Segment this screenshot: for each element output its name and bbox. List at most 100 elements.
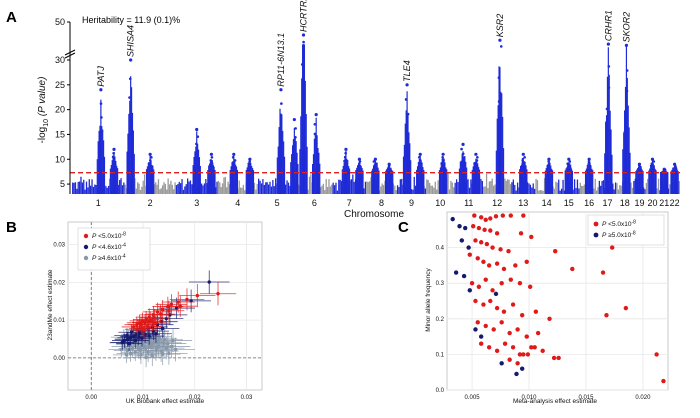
gene-label: RP11-6N13.1 [276, 33, 286, 87]
peak-point [99, 143, 102, 147]
chromosome-label: 8 [379, 198, 384, 208]
legend-marker [593, 232, 599, 238]
data-point [142, 328, 146, 332]
data-point [157, 336, 162, 340]
data-point [145, 324, 150, 329]
peak-point [100, 129, 104, 133]
peak-point [375, 162, 378, 166]
peak-point [566, 162, 569, 166]
peak-point [358, 162, 361, 166]
manhattan-y-ticks: 5 10 15 20 25 30 50 [55, 17, 76, 194]
panel-b-letter: B [6, 219, 17, 236]
peak-point [442, 165, 445, 168]
peak-point [99, 102, 103, 105]
legend-box [77, 227, 151, 271]
peak-point [196, 135, 200, 138]
y-tick-label: 10 [55, 154, 65, 164]
chromosome-label: 16 [584, 198, 594, 208]
panel-c-y-title: Minor allele frequency [425, 267, 432, 331]
peak-point [587, 160, 591, 163]
legend-marker [593, 221, 599, 227]
peak-point [300, 63, 304, 66]
peak-top-point [547, 157, 551, 161]
peak-point [147, 162, 151, 165]
data-point [519, 313, 525, 318]
peak-point [112, 151, 115, 155]
data-point [524, 259, 529, 265]
peak-top-point [301, 33, 306, 37]
data-point [144, 355, 148, 360]
data-point [493, 214, 499, 219]
y-tick-label: 0.2 [436, 317, 445, 323]
data-point [490, 245, 495, 250]
chromosome-label: 1 [96, 198, 101, 208]
legend-label: P <5.0x10-8 [602, 220, 636, 229]
peak-top-point [279, 88, 283, 92]
data-point [478, 240, 484, 245]
peak-top-point [587, 157, 591, 161]
data-point [125, 333, 129, 338]
peak-point [247, 164, 251, 168]
data-point [499, 281, 504, 286]
gene-labels: PATJ SHISA4 RP11-6N13.1 HCRTR2 TLE4 KSR2 CRHR1… [96, 0, 632, 87]
peak-point [567, 169, 571, 172]
data-point [483, 277, 488, 282]
data-point [499, 320, 504, 325]
peak-point [440, 168, 443, 171]
data-point [475, 320, 480, 325]
peak-point [209, 159, 213, 162]
data-point [459, 238, 465, 243]
data-point [472, 213, 477, 218]
peak-point [440, 162, 443, 165]
peak-point [547, 166, 551, 170]
data-point [490, 288, 495, 293]
peak-top-point [418, 152, 422, 156]
data-point [519, 366, 525, 371]
data-point [471, 224, 476, 229]
peak-point [497, 76, 501, 80]
data-point [467, 288, 472, 293]
peak-point [476, 156, 479, 159]
data-point [661, 378, 666, 384]
peak-point [499, 147, 503, 151]
peak-top-point [292, 117, 296, 122]
peak-point [302, 40, 305, 44]
peak-point [210, 162, 214, 165]
data-point [540, 348, 545, 354]
peak-point [128, 96, 131, 99]
peak-point [586, 171, 590, 174]
data-point [174, 306, 179, 310]
chromosome-label: 10 [435, 198, 445, 208]
data-point [508, 213, 513, 218]
data-point [529, 234, 534, 240]
x-tick-label: 0.015 [578, 395, 594, 401]
chromosome-label: 22 [670, 198, 680, 208]
peak-point [587, 162, 591, 166]
y-tick-label: 0.3 [436, 281, 445, 287]
peak-top-point [606, 42, 610, 46]
data-point [553, 248, 558, 254]
peak-point [475, 159, 479, 162]
gene-label: TLE4 [402, 60, 412, 82]
legend-label: P ≥4.6x10-4 [92, 254, 126, 263]
peak-point [148, 159, 152, 162]
y-tick-label: 50 [55, 17, 65, 27]
data-point [473, 298, 478, 304]
peak-point [111, 167, 115, 171]
chromosome-label: 4 [235, 198, 240, 208]
data-point [494, 261, 500, 266]
peak-point [279, 143, 282, 147]
peak-point [301, 144, 305, 147]
chromosome-label: 17 [602, 198, 612, 208]
data-point [152, 316, 157, 320]
chromosome-label: 19 [634, 198, 644, 208]
legend-marker [83, 233, 89, 239]
x-tick-label: 0.01 [137, 395, 149, 401]
panel-a-letter: A [6, 9, 17, 26]
peak-point [343, 159, 346, 163]
peak-point [231, 156, 235, 159]
data-point [469, 281, 475, 286]
panel-b-legend: P <5.0x10-8 P <4.6x10-4 P ≥4.6x10-4 [77, 227, 151, 271]
data-point [532, 345, 537, 350]
data-point [609, 245, 615, 250]
